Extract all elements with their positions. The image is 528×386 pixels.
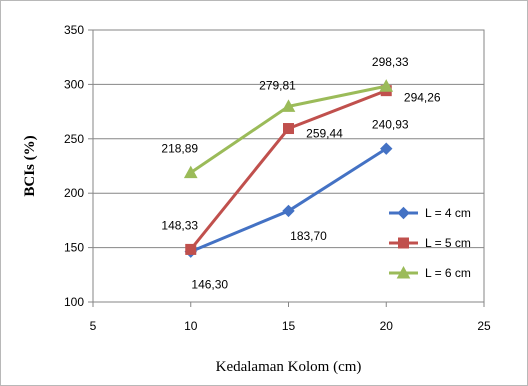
data-point-s2-0 <box>183 165 198 179</box>
data-point-s1-0 <box>185 243 197 255</box>
legend-label-0: L = 4 cm <box>425 206 471 220</box>
y-axis-ticks: 100 150 200 250 300 350 <box>64 23 93 309</box>
data-point-s1-1 <box>283 123 294 135</box>
y-tick-label-150: 150 <box>64 241 84 255</box>
data-point-s2-2 <box>379 79 394 92</box>
plot-area <box>92 29 485 303</box>
data-label-s1-0: 148,33 <box>161 218 198 232</box>
x-tick-label-20: 20 <box>380 319 394 333</box>
y-tick-label-300: 300 <box>64 77 84 91</box>
x-axis-ticks: 5 10 15 20 25 <box>90 302 491 333</box>
x-axis-label: Kedalaman Kolom (cm) <box>216 359 362 375</box>
x-tick-label-15: 15 <box>282 319 296 333</box>
legend: L = 4 cm L = 5 cm L = 6 cm <box>389 206 471 280</box>
series-line-1 <box>189 89 387 251</box>
data-point-s2-1 <box>281 99 296 112</box>
data-label-s0-0: 146,30 <box>191 278 228 292</box>
legend-label-1: L = 5 cm <box>425 236 471 250</box>
legend-marker-1 <box>398 237 409 249</box>
data-labels: 146,30 183,70 240,93 148,33 259,44 294,26 218,… <box>161 55 441 291</box>
y-axis-label: BCIs (%) <box>22 135 38 196</box>
y-tick-label-200: 200 <box>64 186 84 200</box>
y-tick-label-350: 350 <box>64 23 84 37</box>
data-label-s0-1: 183,70 <box>290 229 327 243</box>
series-group <box>183 79 394 258</box>
data-point-s0-1 <box>282 204 295 218</box>
gridlines <box>93 83 484 249</box>
x-tick-label-10: 10 <box>184 319 198 333</box>
y-tick-label-250: 250 <box>64 132 84 146</box>
y-tick-label-100: 100 <box>64 295 84 309</box>
legend-marker-0 <box>397 206 410 220</box>
x-tick-label-25: 25 <box>477 319 491 333</box>
data-label-s2-2: 298,33 <box>372 55 409 69</box>
data-label-s2-1: 279,81 <box>259 78 296 92</box>
series-line-0 <box>190 147 388 254</box>
data-label-s0-2: 240,93 <box>372 118 409 132</box>
x-tick-label-5: 5 <box>90 319 97 333</box>
data-point-s0-2 <box>380 142 393 155</box>
data-label-s1-2: 294,26 <box>404 91 441 105</box>
data-label-s2-0: 218,89 <box>161 142 198 156</box>
data-label-s1-1: 259,44 <box>306 127 343 141</box>
legend-marker-2 <box>396 265 411 279</box>
legend-label-2: L = 6 cm <box>425 266 471 280</box>
